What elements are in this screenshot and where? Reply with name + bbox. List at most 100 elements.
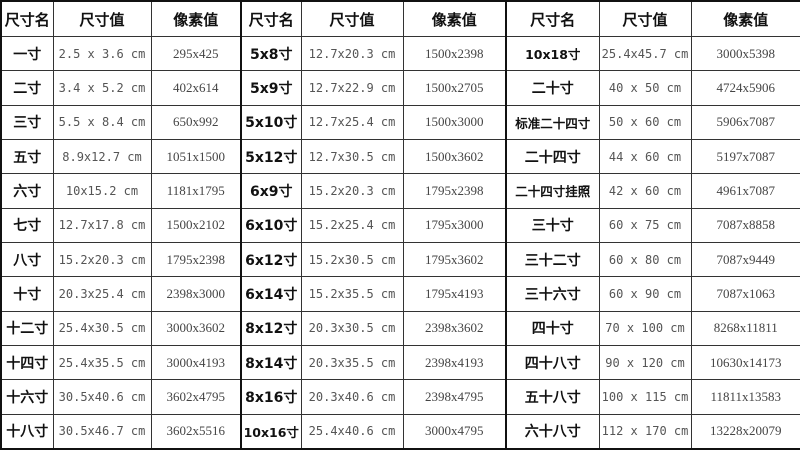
header-size-value: 尺寸值 (598, 0, 692, 37)
size-value-cell: 15.2x35.5 cm (300, 276, 404, 312)
size-name-cell: 八寸 (0, 241, 54, 278)
pixel-value-cell: 2398x4795 (402, 379, 507, 415)
size-value-cell: 12.7x22.9 cm (300, 70, 404, 106)
pixel-value-cell: 1051x1500 (150, 138, 242, 175)
size-value-cell: 8.9x12.7 cm (52, 138, 152, 175)
pixel-value-cell: 1795x3000 (402, 207, 507, 243)
pixel-value-cell: 1500x2705 (402, 70, 507, 106)
size-value-cell: 60 x 80 cm (598, 241, 692, 278)
size-name-cell: 三十寸 (505, 207, 600, 243)
size-name-cell: 8x12寸 (240, 310, 302, 346)
pixel-value-cell: 1795x2398 (150, 241, 242, 278)
size-name-cell: 十六寸 (0, 379, 54, 415)
pixel-value-cell: 4961x7087 (690, 173, 800, 209)
size-value-cell: 40 x 50 cm (598, 70, 692, 106)
pixel-value-cell: 402x614 (150, 70, 242, 106)
pixel-value-cell: 3000x4193 (150, 344, 242, 381)
size-value-cell: 12.7x25.4 cm (300, 104, 404, 140)
header-row: 尺寸名 尺寸值 像素值 尺寸名 尺寸值 像素值 尺寸名 尺寸值 像素值 (0, 0, 800, 37)
size-value-cell: 3.4 x 5.2 cm (52, 70, 152, 106)
table-row: 十寸 20.3x25.4 cm 2398x3000 6x14寸 15.2x35.5 cm… (0, 276, 800, 312)
header-pixel-value: 像素值 (690, 0, 800, 37)
pixel-value-cell: 1181x1795 (150, 173, 242, 209)
size-name-cell: 五寸 (0, 138, 54, 175)
size-value-cell: 12.7x20.3 cm (300, 35, 404, 72)
pixel-value-cell: 10630x14173 (690, 344, 800, 381)
pixel-value-cell: 1795x4193 (402, 276, 507, 312)
pixel-value-cell: 7087x1063 (690, 276, 800, 312)
pixel-value-cell: 1795x2398 (402, 173, 507, 209)
pixel-value-cell: 1500x3000 (402, 104, 507, 140)
size-value-cell: 15.2x30.5 cm (300, 241, 404, 278)
size-name-cell: 三十六寸 (505, 276, 600, 312)
pixel-value-cell: 1500x2102 (150, 207, 242, 243)
header-pixel-value: 像素值 (150, 0, 242, 37)
size-value-cell: 112 x 170 cm (598, 413, 692, 450)
pixel-value-cell: 3602x4795 (150, 379, 242, 415)
pixel-value-cell: 5906x7087 (690, 104, 800, 140)
pixel-value-cell: 7087x9449 (690, 241, 800, 278)
size-value-cell: 20.3x35.5 cm (300, 344, 404, 381)
size-value-cell: 12.7x17.8 cm (52, 207, 152, 243)
pixel-value-cell: 4724x5906 (690, 70, 800, 106)
size-value-cell: 44 x 60 cm (598, 138, 692, 175)
size-name-cell: 6x9寸 (240, 173, 302, 209)
table-row: 十四寸 25.4x35.5 cm 3000x4193 8x14寸 20.3x35.5 c… (0, 344, 800, 381)
size-name-cell: 二寸 (0, 70, 54, 106)
size-name-cell: 6x14寸 (240, 276, 302, 312)
size-value-cell: 30.5x46.7 cm (52, 413, 152, 450)
table-row: 五寸 8.9x12.7 cm 1051x1500 5x12寸 12.7x30.5 cm 1… (0, 138, 800, 175)
table-row: 十二寸 25.4x30.5 cm 3000x3602 8x12寸 20.3x30.5 c… (0, 310, 800, 346)
size-value-cell: 90 x 120 cm (598, 344, 692, 381)
size-name-cell: 十二寸 (0, 310, 54, 346)
pixel-value-cell: 13228x20079 (690, 413, 800, 450)
size-value-cell: 15.2x20.3 cm (52, 241, 152, 278)
size-value-cell: 60 x 75 cm (598, 207, 692, 243)
pixel-value-cell: 7087x8858 (690, 207, 800, 243)
pixel-value-cell: 1500x3602 (402, 138, 507, 175)
size-value-cell: 20.3x40.6 cm (300, 379, 404, 415)
pixel-value-cell: 3000x5398 (690, 35, 800, 72)
size-name-cell: 5x12寸 (240, 138, 302, 175)
size-name-cell: 一寸 (0, 35, 54, 72)
size-value-cell: 2.5 x 3.6 cm (52, 35, 152, 72)
pixel-value-cell: 2398x3000 (150, 276, 242, 312)
pixel-value-cell: 3000x3602 (150, 310, 242, 346)
pixel-value-cell: 295x425 (150, 35, 242, 72)
size-name-cell: 五十八寸 (505, 379, 600, 415)
size-name-cell: 10x18寸 (505, 35, 600, 72)
size-value-cell: 15.2x20.3 cm (300, 173, 404, 209)
table-row: 六寸 10x15.2 cm 1181x1795 6x9寸 15.2x20.3 cm 179… (0, 173, 800, 209)
table-row: 三寸 5.5 x 8.4 cm 650x992 5x10寸 12.7x25.4 cm 15… (0, 104, 800, 140)
table-row: 七寸 12.7x17.8 cm 1500x2102 6x10寸 15.2x25.4 cm… (0, 207, 800, 243)
size-value-cell: 60 x 90 cm (598, 276, 692, 312)
size-name-cell: 标准二十四寸 (505, 104, 600, 140)
pixel-value-cell: 650x992 (150, 104, 242, 140)
pixel-value-cell: 11811x13583 (690, 379, 800, 415)
size-name-cell: 十四寸 (0, 344, 54, 381)
size-value-cell: 20.3x25.4 cm (52, 276, 152, 312)
size-name-cell: 二十四寸 (505, 138, 600, 175)
size-name-cell: 二十寸 (505, 70, 600, 106)
header-size-name: 尺寸名 (0, 0, 54, 37)
pixel-value-cell: 3000x4795 (402, 413, 507, 450)
size-value-cell: 20.3x30.5 cm (300, 310, 404, 346)
table-row: 一寸 2.5 x 3.6 cm 295x425 5x8寸 12.7x20.3 cm 150… (0, 35, 800, 72)
size-name-cell: 六寸 (0, 173, 54, 209)
pixel-value-cell: 2398x4193 (402, 344, 507, 381)
pixel-value-cell: 1500x2398 (402, 35, 507, 72)
size-name-cell: 5x10寸 (240, 104, 302, 140)
size-value-cell: 25.4x40.6 cm (300, 413, 404, 450)
table-row: 十八寸 30.5x46.7 cm 3602x5516 10x16寸 25.4x40.6 … (0, 413, 800, 450)
size-value-cell: 70 x 100 cm (598, 310, 692, 346)
pixel-value-cell: 3602x5516 (150, 413, 242, 450)
size-name-cell: 十八寸 (0, 413, 54, 450)
size-name-cell: 6x10寸 (240, 207, 302, 243)
table-row: 二寸 3.4 x 5.2 cm 402x614 5x9寸 12.7x22.9 cm 150… (0, 70, 800, 106)
pixel-value-cell: 1795x3602 (402, 241, 507, 278)
size-value-cell: 10x15.2 cm (52, 173, 152, 209)
table-row: 十六寸 30.5x40.6 cm 3602x4795 8x16寸 20.3x40.6 c… (0, 379, 800, 415)
size-name-cell: 5x9寸 (240, 70, 302, 106)
size-value-cell: 25.4x30.5 cm (52, 310, 152, 346)
